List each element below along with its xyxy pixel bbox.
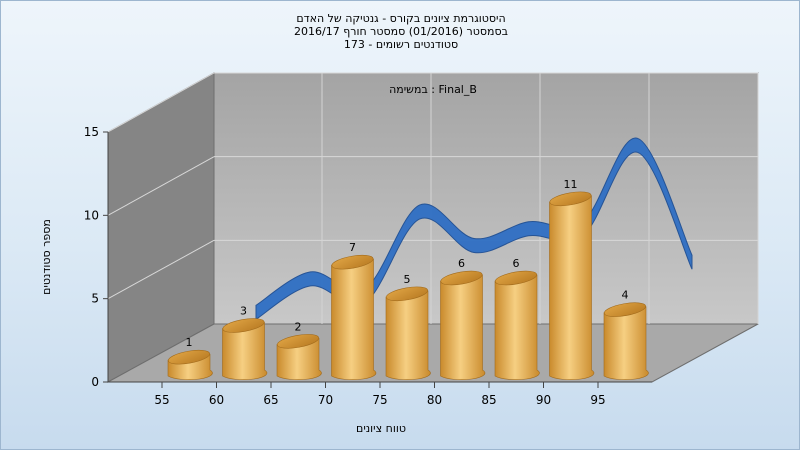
x-tick-label: 60 [209,393,224,407]
bar-value-label: 7 [349,241,356,254]
y-tick-label: 15 [84,125,99,139]
bar: 6 [494,257,540,380]
side-gridline [107,239,215,300]
x-tick-label: 80 [427,393,442,407]
bar: 11 [549,178,595,380]
x-tick-label: 95 [590,393,605,407]
bar: 6 [440,257,486,380]
x-tick-label: 55 [154,393,169,407]
bar-value-label: 6 [458,257,465,270]
task-label: במשימה : Final_B [389,83,477,96]
x-tick-label: 70 [318,393,333,407]
x-tick-label: 65 [263,393,278,407]
x-tick-label: 85 [481,393,496,407]
x-tick-label: 75 [372,393,387,407]
bar: 1 [167,336,213,380]
bar: 5 [385,273,431,380]
bar-value-label: 2 [295,320,302,333]
y-tick-label: 10 [84,208,99,222]
bar-value-label: 11 [564,178,578,191]
bar-top [167,349,211,365]
chart-title-line-2: בסמסטר (01/2016) סמסטר חורף 2016/17 [294,25,508,38]
bar-body [385,290,431,380]
bar-top [331,254,374,270]
trend-ribbon [255,137,693,321]
bar-value-label: 3 [240,305,247,318]
bar-value-label: 6 [513,257,520,270]
bar-value-label: 4 [622,289,629,302]
x-axis-ticks: 55 60 65 70 75 80 85 90 95 [154,382,606,407]
bar-body [331,258,377,380]
bars-layer: 1 3 2 7 5 6 6 11 4 [167,178,649,380]
bar-body [494,274,540,380]
bar-top [549,191,592,207]
bar-body [440,274,486,380]
bar: 2 [276,320,322,380]
x-axis-label: טווח ציונים [356,422,406,435]
bar-value-label: 5 [404,273,411,286]
bar-top [222,318,265,333]
y-tick-label: 0 [91,375,99,389]
side-gridline [107,72,215,133]
trend-ribbon-layer [255,137,693,321]
bar-top [276,334,320,349]
x-tick-label: 90 [536,393,551,407]
chart-title-line-3: סטודנטים רשומים - 173 [344,38,458,51]
y-axis-ticks: 0 5 10 15 [84,125,108,389]
side-gridline [107,156,215,216]
bar: 3 [222,305,268,380]
bar-body [603,306,649,380]
bar-body [222,322,268,380]
bar-top [440,270,483,286]
bar: 4 [603,289,649,380]
chart-title-line-1: היסטוגרמת ציונים בקורס - גנטיקה של האדם [296,12,505,25]
bar-top [385,286,429,302]
bar-body [276,337,322,380]
bar-value-label: 1 [186,336,193,349]
bar-top [603,302,647,317]
bar: 7 [331,241,377,380]
y-tick-label: 5 [91,292,99,306]
y-axis-label: מספר סטודנטים [40,219,53,295]
gridlines [107,72,759,324]
bar-body [549,195,595,380]
bar-top [494,270,538,286]
